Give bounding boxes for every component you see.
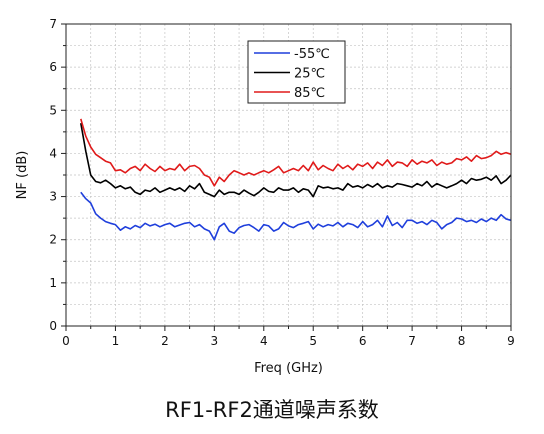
x-tick-label: 9 (507, 334, 515, 348)
y-tick-label: 5 (49, 103, 57, 117)
y-tick-label: 3 (49, 190, 57, 204)
y-tick-labels: 0 1 2 3 4 5 6 7 (49, 17, 57, 333)
x-tick-label: 4 (260, 334, 268, 348)
series-line-minus55 (80, 191, 512, 241)
x-tick-label: 5 (309, 334, 317, 348)
series-line-25 (80, 123, 512, 198)
y-tick-label: 2 (49, 233, 57, 247)
y-tick-label: 6 (49, 60, 57, 74)
x-tick-label: 7 (408, 334, 416, 348)
legend: -55℃ 25℃ 85℃ (247, 40, 346, 104)
x-tick-label: 3 (211, 334, 219, 348)
x-tick-label: 0 (62, 334, 70, 348)
series-lines (80, 118, 512, 241)
x-axis-label: Freq (GHz) (254, 361, 323, 376)
x-tick-label: 6 (359, 334, 367, 348)
series-line-85 (80, 118, 512, 187)
y-tick-label: 1 (49, 276, 57, 290)
legend-label-25: 25℃ (294, 67, 325, 82)
x-tick-label: 8 (458, 334, 466, 348)
plot-frame (65, 23, 512, 327)
legend-label-85: 85℃ (294, 86, 325, 101)
x-tick-labels: 0 1 2 3 4 5 6 7 8 9 (62, 334, 515, 348)
nf-chart: 0 1 2 3 4 5 6 7 8 9 0 1 2 3 4 5 6 7 Freq (GHz) NF (dB) -… (15, 17, 515, 376)
legend-label-minus55: -55℃ (294, 47, 330, 62)
y-tick-label: 4 (49, 146, 57, 160)
figure-caption: RF1-RF2通道噪声系数 (165, 398, 379, 422)
y-axis-label: NF (dB) (15, 151, 30, 200)
x-tick-label: 1 (112, 334, 120, 348)
y-tick-label: 7 (49, 17, 57, 31)
y-tick-label: 0 (49, 319, 57, 333)
x-tick-label: 2 (161, 334, 169, 348)
